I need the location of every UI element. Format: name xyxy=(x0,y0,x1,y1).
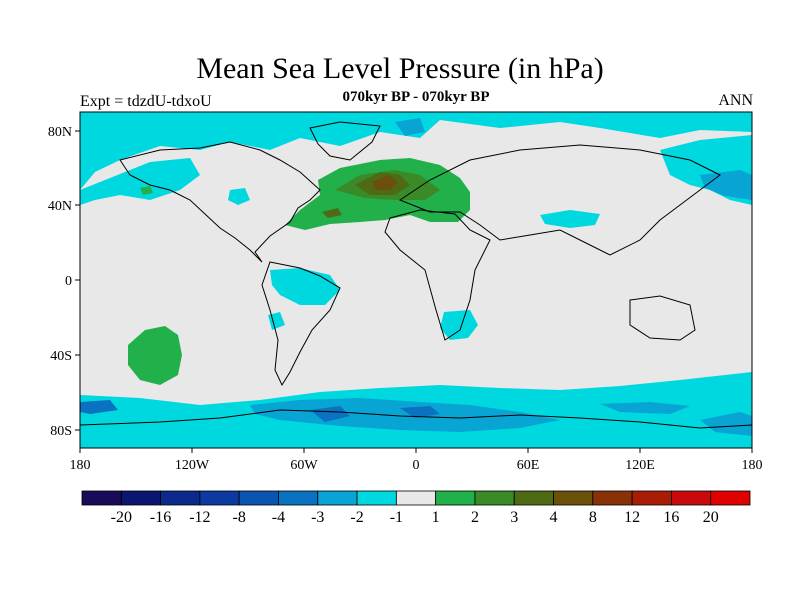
y-tick-label: 40N xyxy=(48,199,72,214)
colorbar-swatch xyxy=(671,490,712,506)
colorbar-swatch xyxy=(120,490,161,506)
colorbar-label: 4 xyxy=(550,509,558,526)
x-axis-labels: 180 120W 60W 0 60E 120E 180 xyxy=(70,458,763,473)
positive-anomaly-regions xyxy=(128,158,470,385)
colorbar xyxy=(81,490,751,506)
x-tick-label: 60W xyxy=(290,458,318,473)
strongest-negative-regions xyxy=(80,400,440,422)
colorbar-swatch xyxy=(435,490,476,506)
stronger-negative-regions xyxy=(250,118,752,436)
colorbar-label: 2 xyxy=(471,509,479,526)
colorbar-label: 20 xyxy=(703,509,719,526)
colorbar-label: 16 xyxy=(663,509,679,526)
colorbar-swatch xyxy=(81,490,122,506)
x-tick-label: 120W xyxy=(175,458,210,473)
colorbar-label: -20 xyxy=(111,509,132,526)
y-axis-labels: 80N 40N 0 40S 80S xyxy=(48,125,72,439)
colorbar-swatch xyxy=(317,490,358,506)
colorbar-label: -16 xyxy=(150,509,171,526)
colorbar-swatch xyxy=(278,490,319,506)
y-tick-label: 80S xyxy=(50,424,72,439)
y-tick-label: 80N xyxy=(48,125,72,140)
colorbar-label: 8 xyxy=(589,509,597,526)
x-tick-label: 180 xyxy=(70,458,91,473)
colorbar-label: 1 xyxy=(432,509,440,526)
x-tick-label: 180 xyxy=(742,458,763,473)
colorbar-swatch xyxy=(199,490,240,506)
x-tick-label: 0 xyxy=(413,458,420,473)
colorbar-label: -1 xyxy=(390,509,403,526)
colorbar-label: -3 xyxy=(311,509,324,526)
map-panel xyxy=(80,112,752,448)
chart-subtitle: 070kyr BP - 070kyr BP xyxy=(342,89,490,105)
x-tick-label: 60E xyxy=(517,458,540,473)
colorbar-swatch xyxy=(553,490,594,506)
y-tick-label: 40S xyxy=(50,349,72,364)
tick-marks xyxy=(75,130,753,453)
colorbar-label: 3 xyxy=(510,509,518,526)
chart-title: Mean Sea Level Pressure (in hPa) xyxy=(196,52,604,85)
season-label: ANN xyxy=(718,92,753,109)
experiment-label: Expt = tdzdU-tdxoU xyxy=(80,93,212,110)
colorbar-swatch xyxy=(631,490,672,506)
colorbar-swatch xyxy=(474,490,515,506)
colorbar-labels: -20 -16 -12 -8 -4 -3 -2 -1 1 2 3 4 8 12 16 20 xyxy=(111,509,719,526)
colorbar-label: -4 xyxy=(272,509,285,526)
colorbar-swatch xyxy=(238,490,279,506)
colorbar-label: -8 xyxy=(233,509,246,526)
coastlines xyxy=(80,121,752,429)
colorbar-swatch xyxy=(710,490,751,506)
x-tick-label: 120E xyxy=(625,458,655,473)
colorbar-swatch xyxy=(513,490,554,506)
colorbar-swatch xyxy=(160,490,201,506)
colorbar-label: 12 xyxy=(624,509,640,526)
colorbar-label: -12 xyxy=(189,509,210,526)
colorbar-swatch xyxy=(592,490,633,506)
colorbar-swatch xyxy=(356,490,397,506)
y-tick-label: 0 xyxy=(65,274,72,289)
colorbar-swatch xyxy=(395,490,437,506)
colorbar-label: -2 xyxy=(350,509,363,526)
